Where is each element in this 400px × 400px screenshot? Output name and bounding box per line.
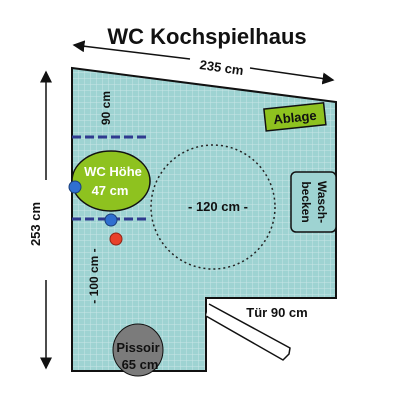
sink-label-line1: Wasch- [315, 181, 329, 223]
marker-blue-center [104, 213, 118, 227]
wc-label-line2: 47 cm [92, 183, 129, 198]
wc-label-line1: WC Höhe [84, 164, 142, 179]
dimension-upper-gap: 90 cm [99, 91, 113, 125]
dimension-left-height: 253 cm [28, 202, 43, 246]
marker-red [109, 232, 123, 246]
urinal [112, 323, 164, 377]
urinal-label-line2: 65 cm [122, 357, 159, 372]
shelf: Ablage [263, 102, 327, 132]
urinal-label-line1: Pissoir [116, 340, 159, 355]
door-swing-icon [205, 303, 291, 361]
turning-circle [150, 144, 276, 270]
dimension-top-width: 235 cm [199, 57, 245, 78]
shelf-label: Ablage [273, 108, 318, 127]
sink-label-line2: becken [299, 181, 313, 222]
door-label: Tür 90 cm [246, 305, 307, 320]
dimension-arrow-top-left [72, 40, 191, 60]
page-title: WC Kochspielhaus [107, 24, 306, 49]
dimension-lower-gap: - 100 cm - [87, 248, 101, 303]
turning-circle-label: - 120 cm - [188, 199, 248, 214]
marker-blue-left [68, 180, 82, 194]
dimension-arrow-top-right [249, 67, 335, 85]
sink [290, 171, 337, 233]
wc-toilet [71, 150, 151, 212]
